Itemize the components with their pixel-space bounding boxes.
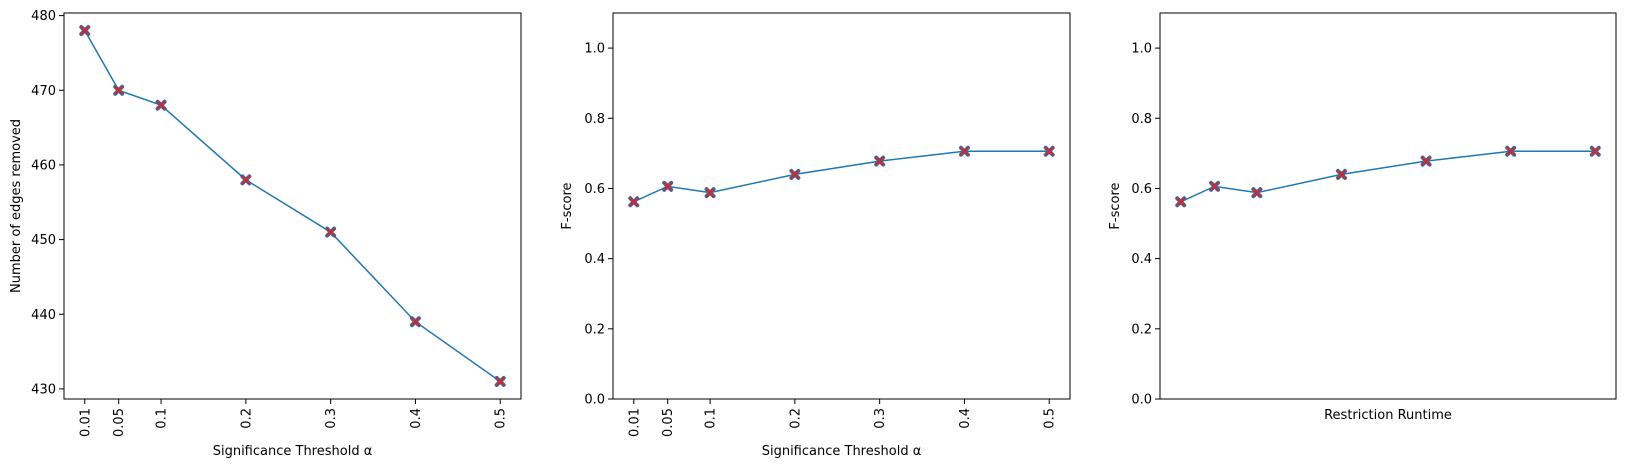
panel-1-plot: 430 440 450 460 470 480 0.01 0.05 0.1 0.2 0.3 0.4 0.…	[31, 9, 509, 437]
panel-1-data-point-1	[113, 84, 125, 96]
chart-panel-2: 0.0 0.2 0.4 0.6 0.8 1.0 0.01 0.05 0.1 0.2 0.3 0.4 0.…	[560, 12, 1071, 459]
panel-3-data-point-5	[1505, 145, 1517, 157]
panel-3-data-point-6	[1589, 145, 1601, 157]
panel-2-x-tick-label-3: 0.2	[788, 408, 803, 429]
panel-2-x-tick-label-5: 0.4	[958, 408, 973, 429]
panel-1-x-tick-label-1: 0.05	[112, 408, 127, 437]
panel-3-data-point-3	[1335, 168, 1347, 180]
panel-2-y-tick-label-0: 0.0	[584, 393, 605, 408]
panel-1-y-tick-label-5: 480	[31, 9, 56, 24]
panel-2-y-axis-label: F-score	[560, 182, 575, 229]
panel-2-data-point-1	[662, 180, 674, 192]
chart-panel-3: 0.0 0.2 0.4 0.6 0.8 1.0 Restriction Runtime F…	[1108, 12, 1617, 423]
panel-3-plot: 0.0 0.2 0.4 0.6 0.8 1.0	[1131, 42, 1601, 408]
panel-3-data-point-2	[1251, 187, 1263, 199]
panel-2-frame	[612, 12, 1071, 400]
panel-3-y-tick-label-5: 1.0	[1131, 42, 1152, 57]
panel-2-data-point-2	[704, 187, 716, 199]
panel-2-x-axis-label: Significance Threshold α	[762, 444, 922, 459]
panel-1-x-tick-label-2: 0.1	[155, 408, 170, 429]
panel-1-data-point-2	[155, 99, 167, 111]
panel-2-y-tick-label-4: 0.8	[584, 112, 605, 127]
panel-1-y-tick-label-4: 470	[31, 84, 56, 99]
panel-2-data-point-3	[789, 168, 801, 180]
panel-1-y-tick-label-2: 450	[31, 233, 56, 248]
panel-2-data-point-5	[958, 145, 970, 157]
panel-1-data-point-4	[325, 226, 337, 238]
panel-1-x-tick-label-5: 0.4	[409, 408, 424, 429]
panel-1-data-point-3	[240, 174, 252, 186]
panel-3-y-tick-label-0: 0.0	[1131, 393, 1152, 408]
panel-1-frame	[63, 12, 522, 400]
panel-2-data-point-4	[874, 155, 886, 167]
chart-panel-1: 430 440 450 460 470 480 0.01 0.05 0.1 0.2 0.3 0.4 0.…	[9, 9, 522, 459]
panel-1-y-tick-label-3: 460	[31, 158, 56, 173]
panel-3-y-tick-label-4: 0.8	[1131, 112, 1152, 127]
panel-3-y-tick-label-3: 0.6	[1131, 182, 1152, 197]
panel-1-y-tick-label-0: 430	[31, 382, 56, 397]
panel-1-y-axis-label: Number of edges removed	[9, 119, 24, 293]
panel-3-data-point-0	[1175, 196, 1187, 208]
panel-1-x-tick-label-3: 0.2	[239, 408, 254, 429]
panel-1-x-tick-label-4: 0.3	[324, 408, 339, 429]
panel-3-data-point-4	[1420, 155, 1432, 167]
panel-1-data-point-5	[409, 316, 421, 328]
panel-1-x-tick-label-0: 0.01	[78, 408, 93, 437]
panel-2-x-tick-label-2: 0.1	[704, 408, 719, 429]
panel-2-series-line-0	[633, 150, 1050, 203]
panel-3-y-tick-label-1: 0.2	[1131, 322, 1152, 337]
panel-2-y-tick-label-5: 1.0	[584, 42, 605, 57]
panel-2-x-tick-label-1: 0.05	[661, 408, 676, 437]
panel-1-data-point-6	[494, 375, 506, 387]
panel-3-series-line-0	[1180, 150, 1596, 203]
panel-1-data-point-0	[79, 25, 91, 37]
panel-2-y-tick-label-1: 0.2	[584, 322, 605, 337]
panel-2-y-tick-label-2: 0.4	[584, 252, 605, 267]
panel-1-y-tick-label-1: 440	[31, 308, 56, 323]
panel-3-y-tick-label-2: 0.4	[1131, 252, 1152, 267]
panel-3-frame	[1159, 12, 1617, 400]
panel-3-data-point-1	[1209, 180, 1221, 192]
panel-1-x-tick-label-6: 0.5	[494, 408, 509, 429]
panel-2-x-tick-label-0: 0.01	[627, 408, 642, 437]
panel-2-data-point-6	[1043, 145, 1055, 157]
panel-3-y-axis-label: F-score	[1108, 182, 1123, 229]
panel-1-x-axis-label: Significance Threshold α	[213, 444, 373, 459]
panel-2-x-tick-label-4: 0.3	[873, 408, 888, 429]
panel-2-x-tick-label-6: 0.5	[1043, 408, 1058, 429]
panel-2-y-tick-label-3: 0.6	[584, 182, 605, 197]
panel-1-series-line-0	[84, 30, 501, 383]
panel-2-data-point-0	[628, 196, 640, 208]
panel-2-plot: 0.0 0.2 0.4 0.6 0.8 1.0 0.01 0.05 0.1 0.2 0.3 0.4 0.…	[584, 42, 1057, 437]
panel-3-x-axis-label: Restriction Runtime	[1324, 408, 1452, 423]
